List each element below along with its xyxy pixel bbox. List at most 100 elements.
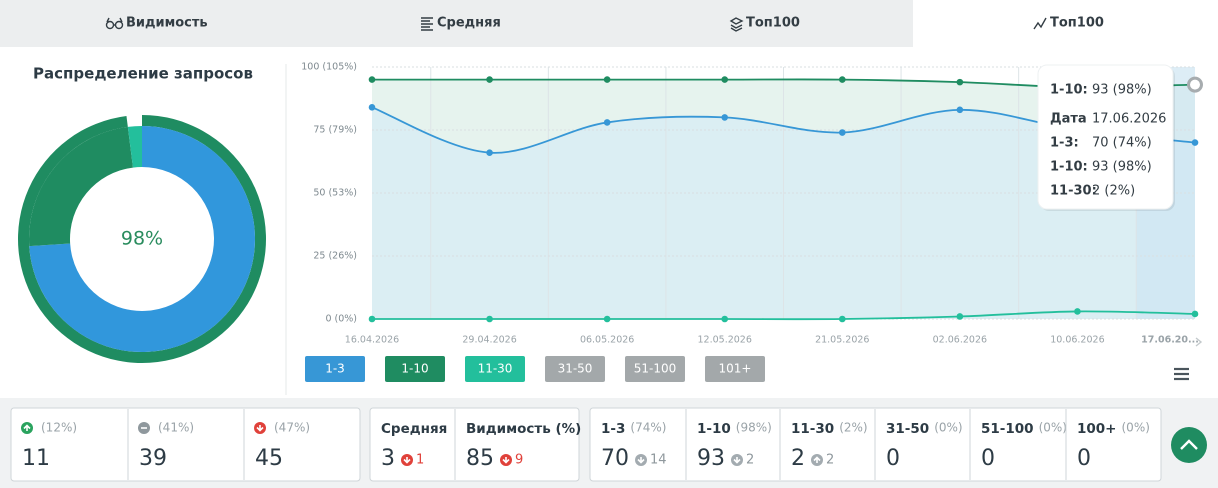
delta-icon-glyph: [637, 457, 645, 464]
data-point: [956, 78, 964, 86]
y-tick-label: 0 (0%): [325, 314, 357, 325]
delta-icon-glyph: [733, 457, 741, 464]
stat-value: 11: [22, 446, 50, 471]
tooltip-name: 11-30:: [1050, 184, 1097, 199]
donut-title: Распределение запросов: [33, 65, 253, 83]
scroll-up-icon: [1180, 439, 1198, 450]
stat-note: (74%): [630, 421, 666, 435]
y-tick-label: 50 (53%): [313, 188, 357, 199]
y-tick-label: 75 (79%): [313, 125, 357, 136]
tab-icons: [105, 17, 1047, 32]
data-point: [486, 149, 493, 156]
tab[interactable]: Видимость: [126, 16, 208, 31]
stat-note: (0%): [934, 421, 962, 435]
data-point: [1191, 310, 1199, 318]
data-point: [486, 76, 493, 83]
tab[interactable]: Средняя: [437, 16, 501, 31]
data-point: [1074, 308, 1081, 315]
tooltip-name: 1-10:: [1050, 83, 1088, 98]
stat-value: 70: [601, 446, 629, 471]
data-point: [603, 315, 611, 323]
data-point: [486, 315, 493, 323]
hovered-point: [1187, 76, 1203, 93]
scroll-up-button[interactable]: [1171, 427, 1207, 463]
donut-segment: [127, 126, 142, 168]
tab[interactable]: Топ100: [746, 16, 800, 31]
active-tab[interactable]: [913, 0, 1218, 47]
data-point: [368, 315, 376, 323]
stat-note: (0%): [1039, 421, 1067, 435]
data-point: [721, 76, 729, 83]
data-point: [368, 104, 376, 111]
stat-value: 2: [791, 446, 805, 471]
stat-note: (12%): [41, 421, 77, 435]
data-point: [956, 313, 964, 320]
legend-button[interactable]: [385, 356, 445, 382]
tab[interactable]: Топ100: [1050, 16, 1104, 31]
legend-label: 31-50: [558, 362, 593, 376]
delta-icon-glyph: [813, 456, 821, 463]
y-tick-label: 25 (26%): [313, 251, 357, 262]
x-tick-label: 16.04.2026: [345, 335, 399, 346]
delta-icon-glyph: [23, 424, 31, 431]
stat-label: 31-50: [886, 421, 929, 437]
donut-center-label: 98%: [121, 228, 163, 250]
stat-value: 0: [981, 446, 995, 471]
stats-card: [369, 407, 580, 482]
tooltip: 1-10: 93 (98%) Дата 17.06.2026 1-3: 70 (74%) 1…: [1037, 64, 1175, 211]
legend-button[interactable]: [465, 356, 525, 382]
stat-label: 100+: [1077, 421, 1117, 437]
stat-label: Видимость (%): [466, 421, 581, 437]
legend-button[interactable]: [305, 356, 365, 382]
menu-icon[interactable]: [1174, 367, 1189, 381]
stat-label: 11-30: [791, 421, 834, 437]
x-tick-label: 02.06.2026: [933, 335, 987, 346]
legend-button[interactable]: [545, 356, 605, 382]
stat-note: (2%): [839, 421, 867, 435]
donut-segment: [28, 126, 133, 247]
tooltip-name: 1-3:: [1050, 136, 1079, 151]
data-point: [838, 76, 846, 83]
x-tick-label: 21.05.2026: [815, 335, 869, 346]
data-point: [603, 119, 611, 126]
legend-button[interactable]: [625, 356, 685, 382]
stat-delta: 1: [416, 453, 424, 468]
tooltip-name: Дата: [1050, 112, 1087, 127]
stat-delta: 2: [826, 453, 834, 468]
series-line: [371, 310, 1196, 321]
next-arrow[interactable]: [1195, 337, 1203, 347]
stat-label: 51-100: [981, 421, 1034, 437]
legend-button[interactable]: [705, 356, 765, 382]
data-point: [838, 315, 846, 323]
data-point: [721, 114, 729, 121]
tooltip-value: 17.06.2026: [1092, 112, 1166, 127]
stat-value: 39: [139, 446, 167, 471]
tooltip-value: 70 (74%): [1092, 136, 1152, 151]
tooltip-name: 1-10:: [1050, 160, 1088, 175]
stat-value: 0: [1077, 446, 1091, 471]
stat-note: (98%): [736, 421, 772, 435]
x-tick-label: 17.06.20...: [1141, 335, 1199, 346]
data-point: [721, 315, 729, 323]
y-tick-label: 100 (105%): [301, 62, 357, 73]
stat-delta: 9: [515, 453, 523, 468]
stat-note: (41%): [158, 421, 194, 435]
x-tick-label: 12.05.2026: [698, 335, 752, 346]
stat-value: 85: [466, 446, 494, 471]
legend-label: 1-10: [401, 362, 428, 376]
delta-icon-glyph: [403, 457, 411, 464]
data-point: [956, 106, 964, 114]
stat-label: 1-3: [601, 421, 625, 437]
donut-segment: [29, 126, 256, 353]
stats-card: [10, 407, 361, 482]
tooltip-value: 93 (98%): [1092, 83, 1152, 98]
data-point: [1191, 139, 1199, 146]
data-point: [603, 76, 611, 83]
legend-label: 11-30: [478, 362, 513, 376]
stat-value: 93: [697, 446, 725, 471]
stat-note: (0%): [1122, 421, 1150, 435]
stat-value: 45: [255, 446, 283, 471]
legend-label: 1-3: [325, 362, 345, 376]
data-point: [368, 76, 376, 83]
